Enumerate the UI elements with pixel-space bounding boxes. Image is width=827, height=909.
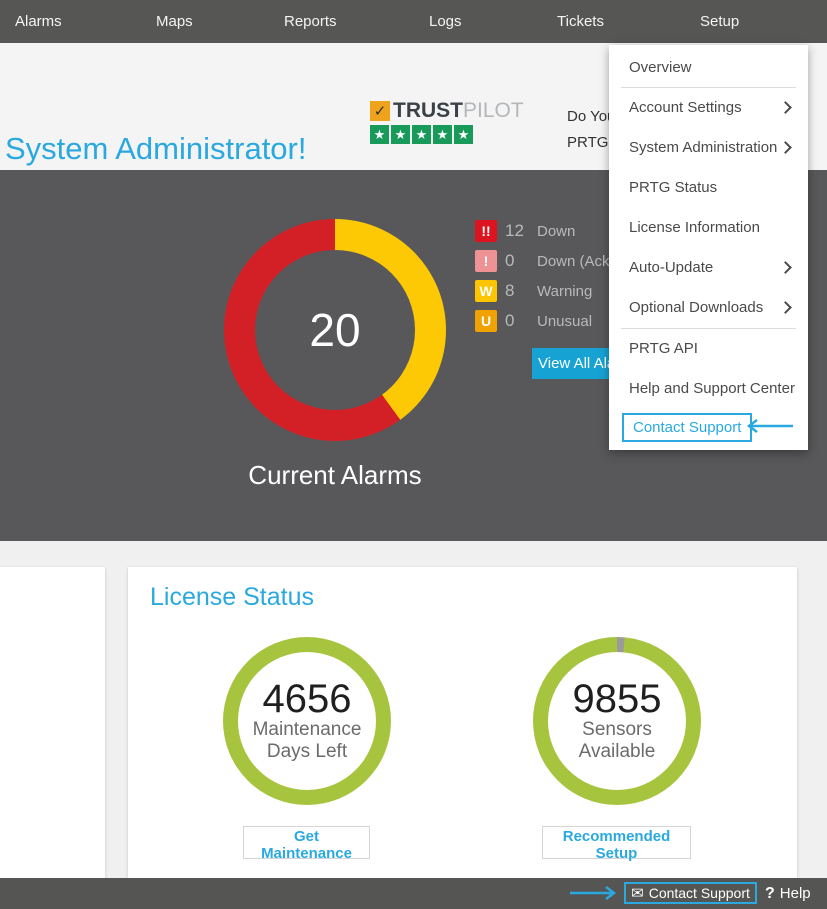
- question-mark-icon: ?: [765, 884, 775, 902]
- license-status-card: License Status 4656 Maintenance Days Lef…: [128, 567, 797, 878]
- nav-item-maps[interactable]: Maps: [156, 13, 193, 30]
- sensors-available-gauge: 9855 Sensors Available: [533, 637, 701, 805]
- arrow-left-icon: [746, 419, 793, 433]
- nav-item-setup[interactable]: Setup: [700, 13, 740, 30]
- trustpilot-brand-light: PILOT: [463, 99, 524, 122]
- promo-text-line1: Do You: [567, 108, 609, 125]
- page-title: System Administrator!: [5, 131, 307, 166]
- legend-label: Down: [537, 222, 576, 240]
- menu-item-account-settings[interactable]: Account Settings: [609, 88, 808, 128]
- sensors-available-label-2: Available: [578, 741, 656, 762]
- top-nav-bar: Alarms Maps Reports Logs Tickets Setup: [0, 0, 827, 43]
- sensors-available-label-1: Sensors: [582, 719, 652, 741]
- trustpilot-widget[interactable]: ✓ TRUST PILOT ★ ★ ★ ★ ★: [370, 99, 524, 144]
- trustpilot-star-rating: ★ ★ ★ ★ ★: [370, 125, 524, 144]
- chevron-right-icon: [779, 141, 792, 154]
- legend-label: Warning: [537, 282, 593, 300]
- legend-badge: !!: [475, 220, 497, 242]
- alarms-caption: Current Alarms: [248, 460, 422, 490]
- help-link[interactable]: ? Help: [765, 878, 811, 909]
- alarms-total-value: 20: [309, 304, 361, 356]
- legend-badge: W: [475, 280, 497, 302]
- maintenance-days-gauge: 4656 Maintenance Days Left: [223, 637, 391, 805]
- license-status-title: License Status: [150, 583, 314, 611]
- menu-divider: [621, 87, 796, 88]
- nav-item-logs[interactable]: Logs: [429, 13, 462, 30]
- maintenance-days-value: 4656: [262, 677, 352, 722]
- donut-center: 20: [255, 250, 415, 410]
- legend-row-down[interactable]: !! 12 Down: [475, 220, 687, 242]
- menu-item-help-and-support-center[interactable]: Help and Support Center: [629, 380, 795, 397]
- star-icon: ★: [454, 125, 473, 144]
- envelope-icon: ✉: [631, 884, 644, 902]
- legend-badge: U: [475, 310, 497, 332]
- maintenance-days-label-2: Days Left: [266, 741, 348, 762]
- menu-item-license-information[interactable]: License Information: [629, 219, 760, 236]
- menu-item-contact-support[interactable]: Contact Support: [622, 412, 753, 442]
- menu-item-overview[interactable]: Overview: [629, 59, 692, 76]
- menu-item-prtg-status[interactable]: PRTG Status: [629, 179, 718, 196]
- menu-item-system-administration[interactable]: System Administration: [609, 128, 808, 168]
- trustpilot-check-icon: ✓: [370, 101, 390, 121]
- legend-row-warning[interactable]: W 8 Warning: [475, 280, 687, 302]
- menu-item-label: Optional Downloads: [629, 299, 764, 316]
- legend-count: 0: [505, 311, 515, 330]
- legend-count: 8: [505, 281, 515, 300]
- legend-badge: !: [475, 250, 497, 272]
- trustpilot-brand-bold: TRUST: [393, 99, 463, 122]
- footer-contact-support-button[interactable]: ✉ Contact Support: [624, 882, 757, 904]
- legend-label: Unusual: [537, 312, 593, 330]
- help-label: Help: [779, 885, 811, 902]
- sensors-available-value: 9855: [572, 677, 662, 722]
- chevron-right-icon: [779, 261, 792, 274]
- legend-count: 0: [505, 251, 515, 270]
- chevron-right-icon: [779, 101, 792, 114]
- menu-contact-support-row: Contact Support: [609, 409, 808, 450]
- left-partial-card: [0, 567, 105, 878]
- star-icon: ★: [412, 125, 431, 144]
- nav-item-tickets[interactable]: Tickets: [557, 13, 604, 30]
- footer-contact-support-label: Contact Support: [648, 885, 750, 901]
- current-alarms-donut[interactable]: 20: [224, 219, 446, 441]
- menu-item-label: System Administration: [629, 139, 778, 156]
- menu-item-prtg-api[interactable]: PRTG API: [629, 340, 698, 357]
- footer-bar: ✉ Contact Support ? Help: [0, 878, 827, 909]
- legend-row-unusual[interactable]: U 0 Unusual: [475, 310, 687, 332]
- menu-item-auto-update[interactable]: Auto-Update: [609, 248, 808, 288]
- menu-divider: [621, 328, 796, 329]
- star-icon: ★: [433, 125, 452, 144]
- menu-item-label: Account Settings: [629, 99, 742, 116]
- menu-item-label: Auto-Update: [629, 259, 714, 276]
- menu-item-optional-downloads[interactable]: Optional Downloads: [609, 288, 808, 328]
- recommended-setup-button[interactable]: Recommended Setup: [542, 826, 691, 862]
- get-maintenance-button[interactable]: Get Maintenance: [243, 826, 370, 862]
- arrow-right-icon: [570, 886, 617, 900]
- star-icon: ★: [391, 125, 410, 144]
- promo-text-line2: PRTG?: [567, 134, 617, 151]
- star-icon: ★: [370, 125, 389, 144]
- nav-item-reports[interactable]: Reports: [284, 13, 337, 30]
- nav-item-alarms[interactable]: Alarms: [15, 13, 62, 30]
- maintenance-days-label-1: Maintenance: [252, 719, 362, 741]
- setup-dropdown-menu: Overview Account Settings System Adminis…: [609, 45, 808, 450]
- legend-count: 12: [505, 221, 524, 240]
- chevron-right-icon: [779, 301, 792, 314]
